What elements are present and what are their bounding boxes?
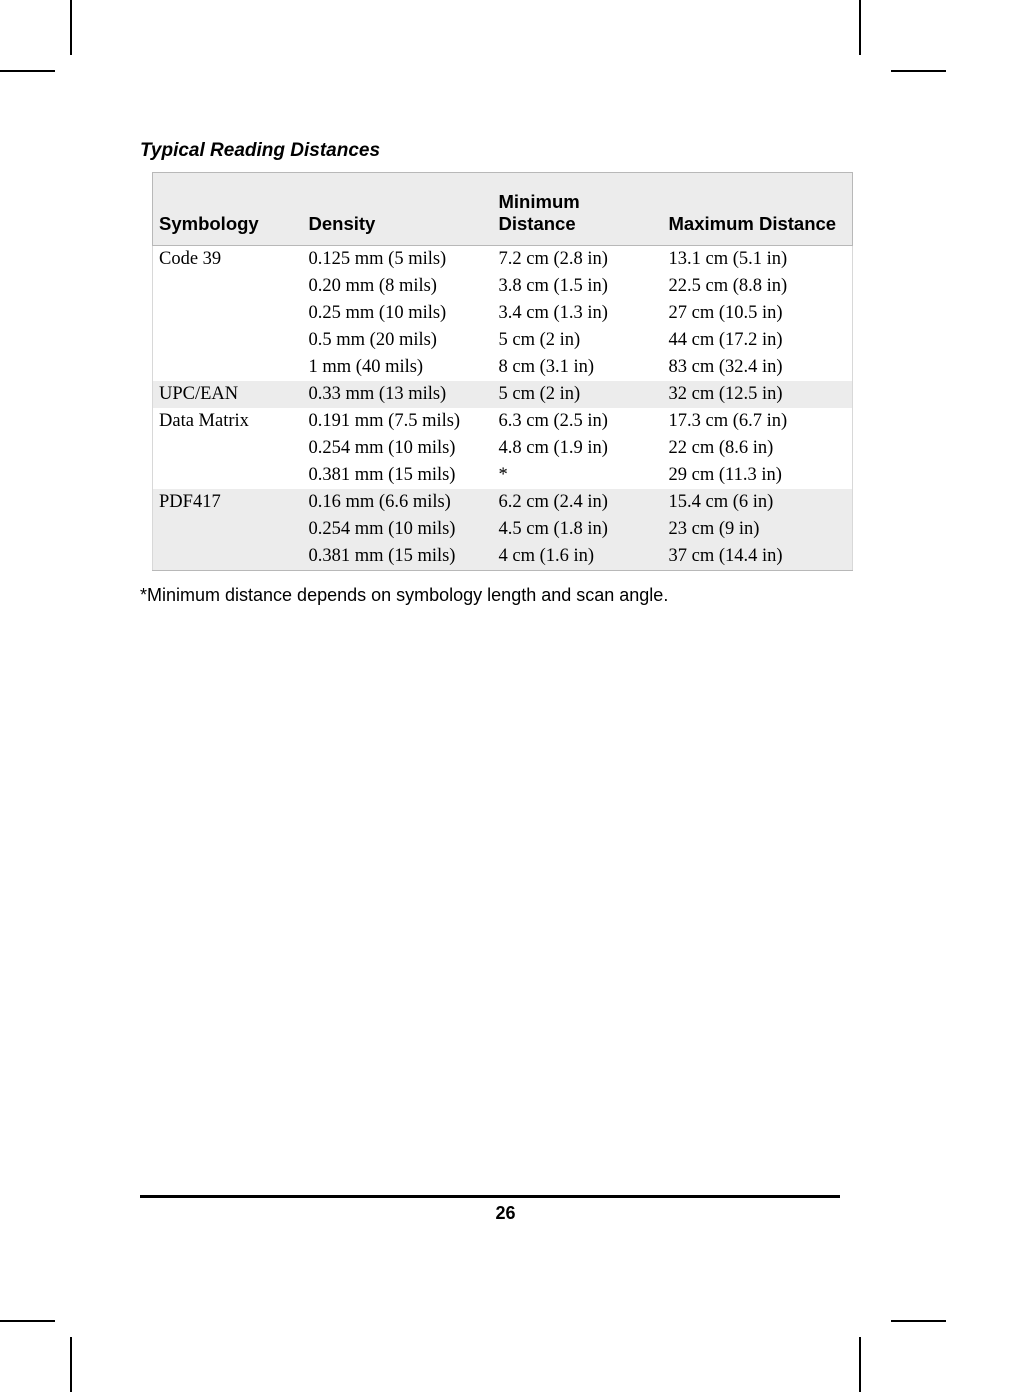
col-min: Minimum Distance: [493, 173, 663, 246]
cell-max-distance: 27 cm (10.5 in): [663, 300, 853, 327]
cell-min-distance: 6.2 cm (2.4 in): [493, 489, 663, 516]
cell-symbology: [153, 543, 303, 571]
cell-density: 1 mm (40 mils): [303, 354, 493, 381]
table-row: 0.254 mm (10 mils)4.5 cm (1.8 in)23 cm (…: [153, 516, 853, 543]
cell-density: 0.16 mm (6.6 mils): [303, 489, 493, 516]
cell-max-distance: 15.4 cm (6 in): [663, 489, 853, 516]
cell-max-distance: 13.1 cm (5.1 in): [663, 246, 853, 274]
cell-max-distance: 29 cm (11.3 in): [663, 462, 853, 489]
table-row: Data Matrix0.191 mm (7.5 mils)6.3 cm (2.…: [153, 408, 853, 435]
col-density: Density: [303, 173, 493, 246]
footnote: *Minimum distance depends on symbology l…: [140, 585, 840, 606]
cell-min-distance: *: [493, 462, 663, 489]
cell-density: 0.125 mm (5 mils): [303, 246, 493, 274]
cell-max-distance: 22 cm (8.6 in): [663, 435, 853, 462]
cell-symbology: PDF417: [153, 489, 303, 516]
cell-min-distance: 5 cm (2 in): [493, 381, 663, 408]
cell-max-distance: 32 cm (12.5 in): [663, 381, 853, 408]
crop-mark: [891, 70, 946, 72]
cell-density: 0.191 mm (7.5 mils): [303, 408, 493, 435]
cell-min-distance: 6.3 cm (2.5 in): [493, 408, 663, 435]
content-area: Typical Reading Distances Symbology Dens…: [140, 140, 840, 606]
table-header-row: Symbology Density Minimum Distance Maxim…: [153, 173, 853, 246]
crop-mark: [891, 1320, 946, 1322]
cell-min-distance: 5 cm (2 in): [493, 327, 663, 354]
table-row: 0.25 mm (10 mils)3.4 cm (1.3 in)27 cm (1…: [153, 300, 853, 327]
cell-density: 0.5 mm (20 mils): [303, 327, 493, 354]
cell-density: 0.25 mm (10 mils): [303, 300, 493, 327]
table-row: 0.5 mm (20 mils)5 cm (2 in)44 cm (17.2 i…: [153, 327, 853, 354]
cell-symbology: [153, 354, 303, 381]
cell-symbology: [153, 462, 303, 489]
table-row: 0.20 mm (8 mils)3.8 cm (1.5 in)22.5 cm (…: [153, 273, 853, 300]
cell-symbology: [153, 327, 303, 354]
page-number: 26: [0, 1203, 1011, 1224]
cell-density: 0.254 mm (10 mils): [303, 435, 493, 462]
cell-max-distance: 23 cm (9 in): [663, 516, 853, 543]
cell-max-distance: 17.3 cm (6.7 in): [663, 408, 853, 435]
table-row: UPC/EAN0.33 mm (13 mils)5 cm (2 in)32 cm…: [153, 381, 853, 408]
crop-mark: [0, 70, 55, 72]
crop-mark: [70, 0, 72, 55]
section-title: Typical Reading Distances: [140, 140, 840, 162]
cell-max-distance: 22.5 cm (8.8 in): [663, 273, 853, 300]
cell-symbology: [153, 300, 303, 327]
cell-max-distance: 44 cm (17.2 in): [663, 327, 853, 354]
col-max: Maximum Distance: [663, 173, 853, 246]
crop-mark: [0, 1320, 55, 1322]
cell-symbology: Code 39: [153, 246, 303, 274]
cell-symbology: UPC/EAN: [153, 381, 303, 408]
crop-mark: [70, 1337, 72, 1392]
cell-density: 0.20 mm (8 mils): [303, 273, 493, 300]
table-row: 0.254 mm (10 mils)4.8 cm (1.9 in)22 cm (…: [153, 435, 853, 462]
table-row: PDF4170.16 mm (6.6 mils)6.2 cm (2.4 in)1…: [153, 489, 853, 516]
cell-symbology: Data Matrix: [153, 408, 303, 435]
cell-max-distance: 37 cm (14.4 in): [663, 543, 853, 571]
crop-mark: [859, 0, 861, 55]
cell-min-distance: 7.2 cm (2.8 in): [493, 246, 663, 274]
cell-min-distance: 4 cm (1.6 in): [493, 543, 663, 571]
reading-distances-table: Symbology Density Minimum Distance Maxim…: [152, 172, 853, 571]
table-body: Code 390.125 mm (5 mils)7.2 cm (2.8 in)1…: [153, 246, 853, 571]
cell-symbology: [153, 435, 303, 462]
cell-min-distance: 8 cm (3.1 in): [493, 354, 663, 381]
cell-min-distance: 3.4 cm (1.3 in): [493, 300, 663, 327]
cell-max-distance: 83 cm (32.4 in): [663, 354, 853, 381]
table-row: 0.381 mm (15 mils)4 cm (1.6 in)37 cm (14…: [153, 543, 853, 571]
col-symbology: Symbology: [153, 173, 303, 246]
table-row: 1 mm (40 mils)8 cm (3.1 in)83 cm (32.4 i…: [153, 354, 853, 381]
cell-density: 0.381 mm (15 mils): [303, 543, 493, 571]
cell-min-distance: 3.8 cm (1.5 in): [493, 273, 663, 300]
cell-density: 0.254 mm (10 mils): [303, 516, 493, 543]
cell-density: 0.381 mm (15 mils): [303, 462, 493, 489]
document-page: Typical Reading Distances Symbology Dens…: [0, 0, 1011, 1392]
table-row: 0.381 mm (15 mils)*29 cm (11.3 in): [153, 462, 853, 489]
cell-min-distance: 4.8 cm (1.9 in): [493, 435, 663, 462]
cell-min-distance: 4.5 cm (1.8 in): [493, 516, 663, 543]
cell-symbology: [153, 273, 303, 300]
crop-mark: [859, 1337, 861, 1392]
footer-rule: [140, 1195, 840, 1198]
table-row: Code 390.125 mm (5 mils)7.2 cm (2.8 in)1…: [153, 246, 853, 274]
cell-symbology: [153, 516, 303, 543]
cell-density: 0.33 mm (13 mils): [303, 381, 493, 408]
